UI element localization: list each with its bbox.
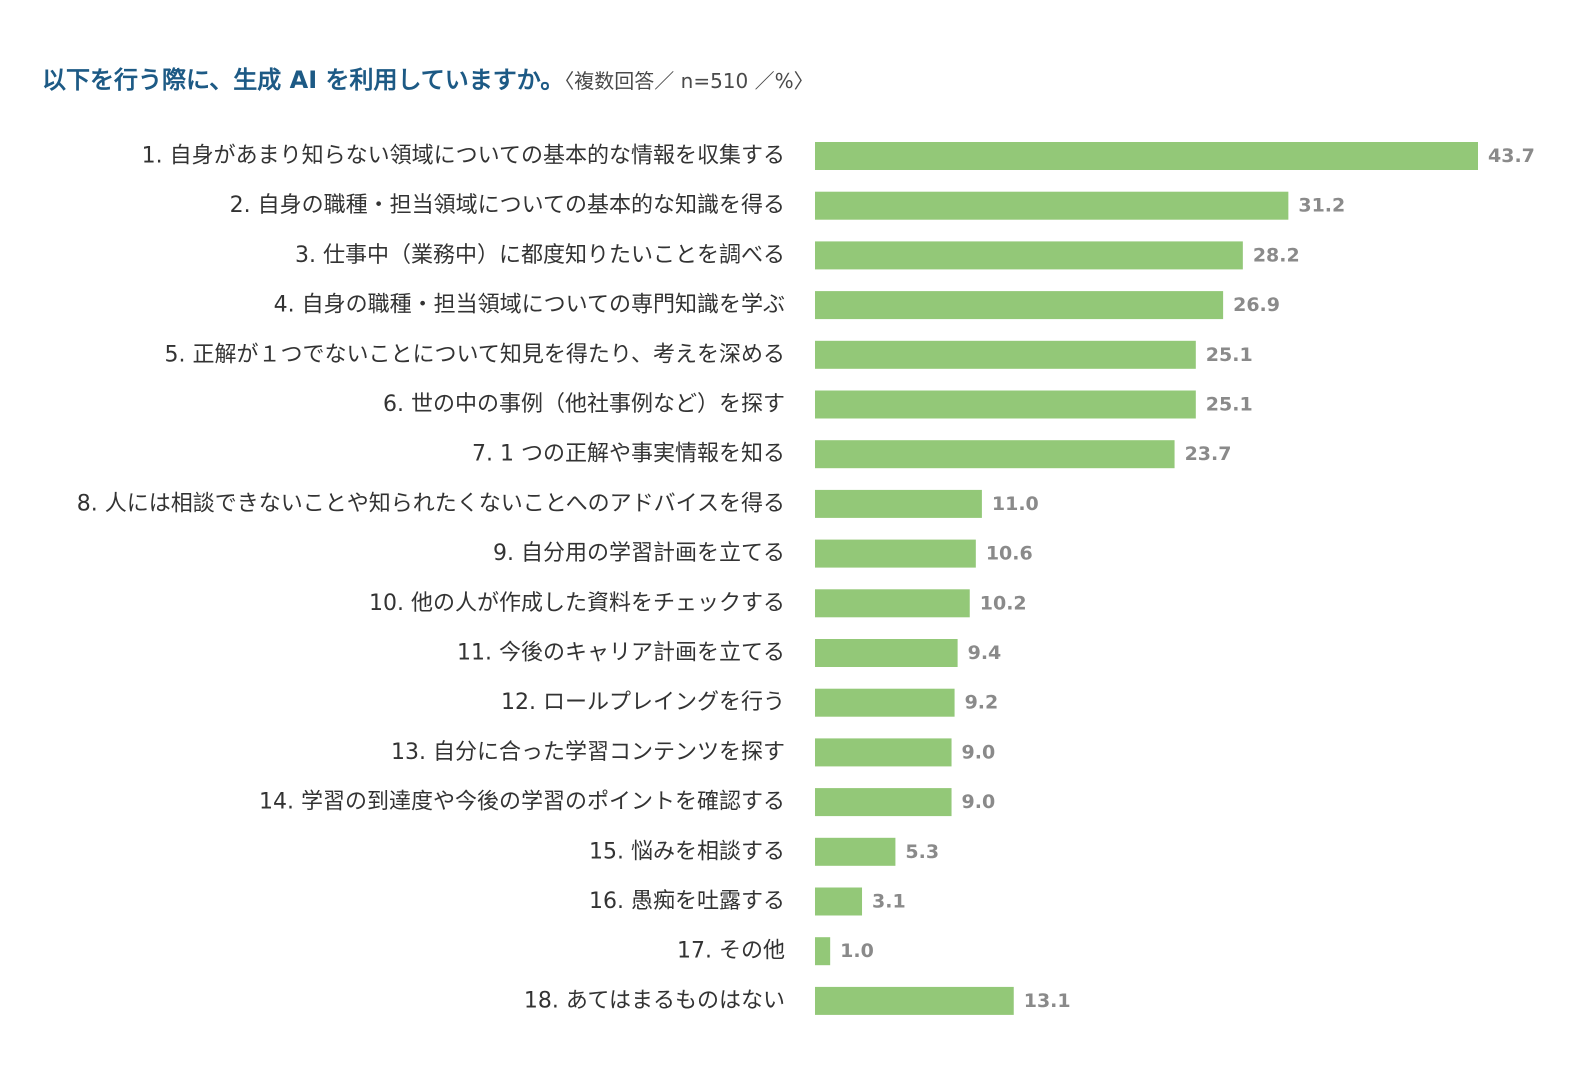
chart-title-sub: 〈複数回答／ n=510 ／%〉 [564,69,814,93]
bar [815,340,1196,369]
category-label: 4. 自身の職種・担当領域についての専門知識を学ぶ [274,293,785,318]
category-label: 3. 仕事中（業務中）に都度知りたいことを調べる [295,243,785,268]
category-label: 12. ロールプレイングを行う [501,690,785,715]
data-label: 9.2 [965,692,999,714]
bar [815,986,1014,1015]
data-label: 9.0 [962,741,996,763]
category-label: 13. 自分に合った学習コンテンツを探す [391,740,785,765]
bar [815,191,1289,220]
data-label: 23.7 [1185,443,1232,465]
bar [815,837,896,866]
data-label: 28.2 [1253,244,1300,266]
category-label: 5. 正解が１つでないことについて知見を得たり、考えを深める [165,342,785,367]
category-label: 18. あてはまるものはない [524,988,785,1013]
data-label: 1.0 [840,940,874,962]
bar [815,887,863,916]
category-label: 9. 自分用の学習計画を立てる [493,541,785,566]
bar [815,639,958,667]
category-label: 7. 1 つの正解や事実情報を知る [472,442,785,467]
category-label: 15. 悩みを相談する [589,839,785,864]
bar [815,688,955,717]
data-label: 13.1 [1024,990,1071,1012]
bar [815,142,1478,170]
category-label: 2. 自身の職種・担当領域についての基本的な知識を得る [230,193,785,218]
chart-title-main: 以下を行う際に、生成 AI を利用していますか。 [42,66,565,94]
category-label: 17. その他 [677,939,785,964]
bar [815,440,1175,469]
category-label: 6. 世の中の事例（他社事例など）を探す [383,392,785,417]
bar [815,291,1224,320]
data-label: 43.7 [1488,145,1535,167]
bar [815,241,1243,270]
bar [815,738,952,767]
data-label: 3.1 [872,891,906,913]
category-label: 10. 他の人が作成した資料をチェックする [369,591,785,616]
category-label: 16. 愚痴を吐露する [589,889,785,914]
data-label: 25.1 [1206,394,1253,416]
bar [815,788,952,817]
chart-title: 以下を行う際に、生成 AI を利用していますか。〈複数回答／ n=510 ／%〉 [42,60,814,95]
bar [815,489,982,518]
category-label: 14. 学習の到達度や今後の学習のポイントを確認する [259,790,785,815]
data-label: 5.3 [905,841,939,863]
data-label: 10.2 [980,592,1027,614]
bar [815,589,970,618]
category-label: 1. 自身があまり知らない領域についての基本的な情報を収集する [142,144,785,169]
category-label: 8. 人には相談できないことや知られたくないことへのアドバイスを得る [77,491,785,516]
category-label: 11. 今後のキャリア計画を立てる [457,641,785,666]
data-label: 25.1 [1206,344,1253,366]
data-label: 9.0 [962,791,996,813]
data-label: 9.4 [968,642,1002,664]
bar [815,390,1196,419]
data-label: 31.2 [1298,195,1345,217]
data-label: 10.6 [986,543,1033,565]
bar [815,539,976,568]
data-label: 11.0 [992,493,1039,515]
bar [815,937,831,966]
data-label: 26.9 [1233,294,1280,316]
